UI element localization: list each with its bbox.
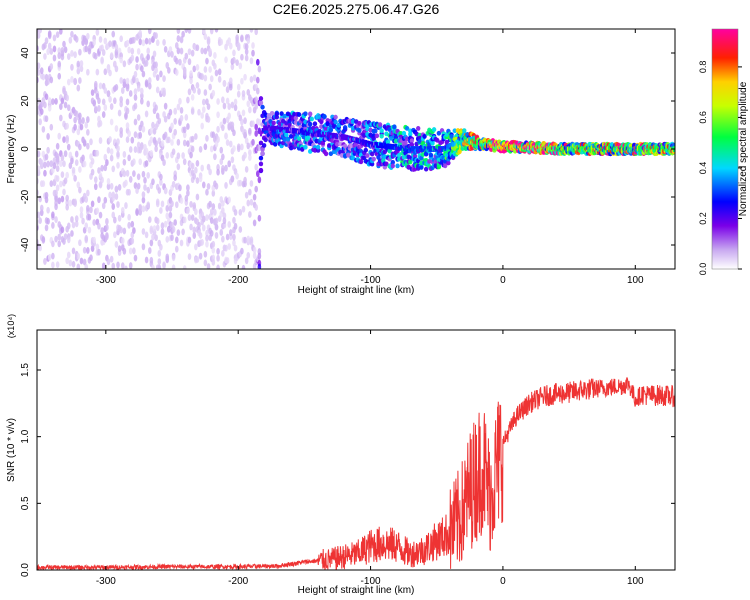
- colorbar-gradient: [712, 29, 738, 269]
- spectrogram-xtick-label: 0: [500, 275, 506, 286]
- colorbar-tick-label: 0.4: [698, 162, 708, 175]
- colorbar: 0.0 0.2 0.4 0.6 0.8 Normalized spectral ampl…: [698, 28, 749, 276]
- spectrogram-xtick-label: -200: [228, 275, 248, 286]
- colorbar-label: Normalized spectral amplitude: [738, 81, 749, 216]
- snr-line: [37, 376, 675, 570]
- snr-frame: [36, 329, 676, 571]
- snr-panel: -300 -200 -100 0 100 0.0 0.5 1.0 1.5 Height of s…: [6, 314, 676, 596]
- spectrogram-xtick-label: 100: [627, 275, 644, 286]
- spectrogram-xlabel: Height of straight line (km): [298, 285, 415, 296]
- spectrogram-heatmap: [37, 29, 675, 269]
- spectrogram-xtick-label: -100: [361, 275, 381, 286]
- spectrogram-ytick-label: 40: [20, 47, 31, 59]
- spectrogram-ytick-label: -20: [20, 189, 31, 204]
- spectrogram-ytick-label: 0: [20, 146, 31, 152]
- colorbar-tick-label: 0.6: [698, 111, 708, 124]
- snr-ytick-label: 1.0: [20, 429, 31, 443]
- snr-ytick-label: 1.5: [20, 363, 31, 377]
- colorbar-tick-label: 0.0: [698, 263, 708, 276]
- snr-xlabel: Height of straight line (km): [298, 585, 415, 596]
- snr-xtick-label: 100: [627, 576, 644, 587]
- snr-ylabel: SNR (10 * v/v): [6, 418, 17, 482]
- snr-xtick-label: 0: [500, 576, 506, 587]
- colorbar-tick-label: 0.2: [698, 212, 708, 225]
- snr-xtick-label: -200: [228, 576, 248, 587]
- figure-title: C2E6.2025.275.06.47.G26: [273, 1, 440, 17]
- snr-xtick-label: -300: [96, 576, 116, 587]
- snr-ytick-label: 0.0: [20, 563, 31, 577]
- spectrogram-xtick-label: -300: [96, 275, 116, 286]
- spectrogram-ytick-label: 20: [20, 95, 31, 107]
- spectrogram-ytick-label: -40: [20, 237, 31, 252]
- colorbar-tick-label: 0.8: [698, 61, 708, 74]
- snr-ytick-label: 0.5: [20, 496, 31, 510]
- snr-exponent-label: (x10⁴): [6, 314, 16, 338]
- spectrogram-ylabel: Frequency (Hz): [6, 115, 17, 184]
- snr-xtick-label: -100: [361, 576, 381, 587]
